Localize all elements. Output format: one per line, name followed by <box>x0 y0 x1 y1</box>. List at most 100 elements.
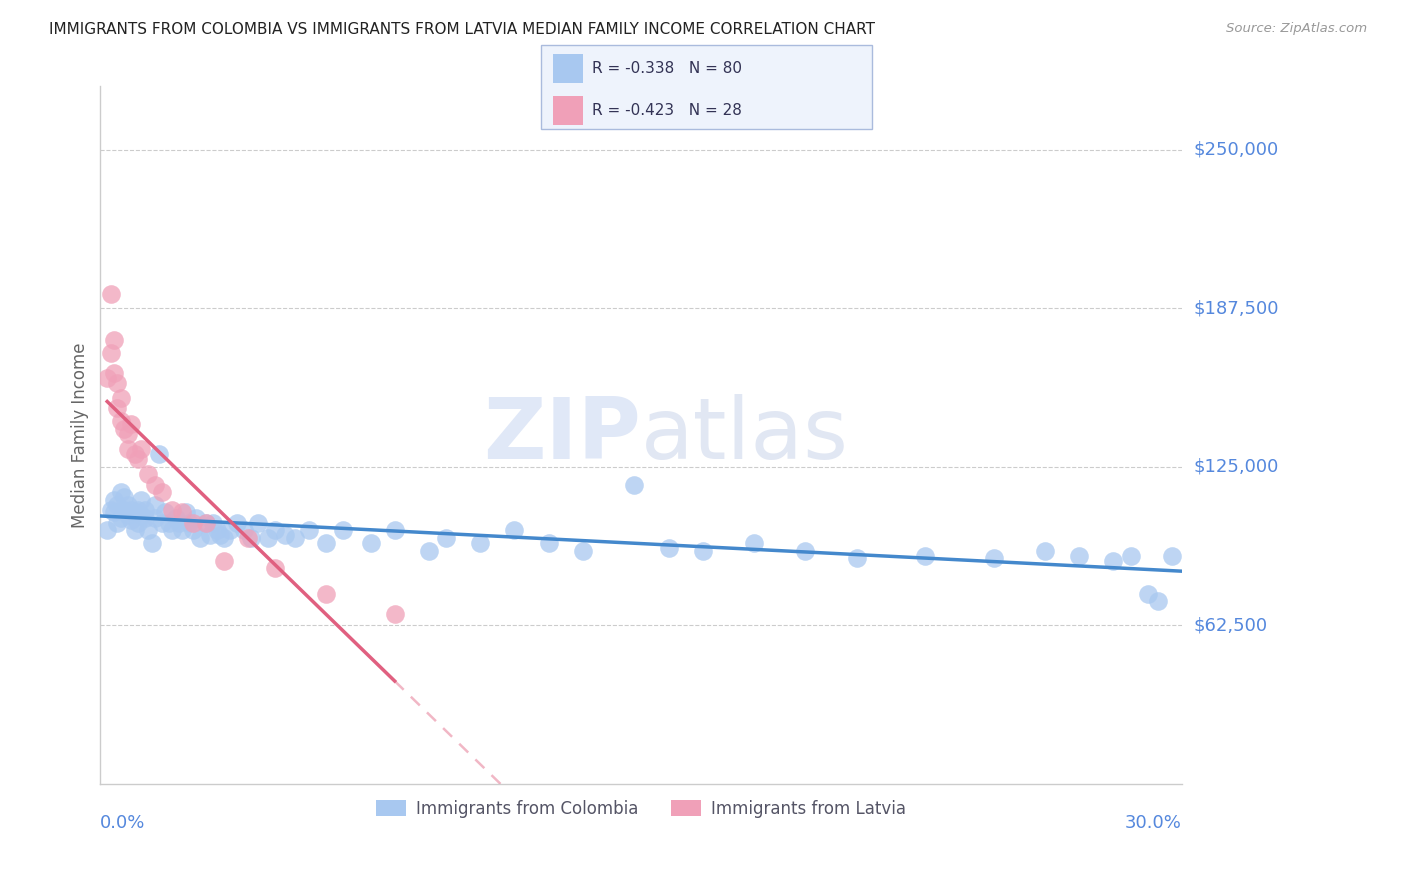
Point <box>143 477 166 491</box>
Point <box>657 541 679 555</box>
Point <box>134 503 156 517</box>
Point <box>198 528 221 542</box>
Point <box>134 510 156 524</box>
Point <box>103 492 125 507</box>
Text: $187,500: $187,500 <box>1194 300 1278 318</box>
Point <box>315 586 337 600</box>
Text: $125,000: $125,000 <box>1194 458 1278 475</box>
Point <box>107 376 129 390</box>
Point <box>112 422 135 436</box>
Point <box>110 510 132 524</box>
Point <box>503 523 526 537</box>
Point <box>167 516 190 530</box>
Point <box>1102 554 1125 568</box>
Point <box>623 477 645 491</box>
Text: R = -0.423   N = 28: R = -0.423 N = 28 <box>592 103 742 119</box>
Point <box>188 531 211 545</box>
Point <box>384 523 406 537</box>
Point <box>110 485 132 500</box>
Point <box>172 506 194 520</box>
Point <box>100 503 122 517</box>
Point <box>1119 549 1142 563</box>
Point <box>274 528 297 542</box>
Point <box>110 392 132 406</box>
Text: $250,000: $250,000 <box>1194 141 1278 159</box>
Point <box>418 543 440 558</box>
Point <box>257 531 280 545</box>
Point <box>131 492 153 507</box>
Point <box>117 442 139 456</box>
Point <box>384 607 406 621</box>
Point <box>332 523 354 537</box>
Point <box>181 516 204 530</box>
Text: 0.0%: 0.0% <box>100 814 146 832</box>
Point <box>124 523 146 537</box>
Point <box>110 414 132 428</box>
Point <box>212 554 235 568</box>
Text: atlas: atlas <box>641 393 849 476</box>
Point <box>148 447 170 461</box>
Point <box>172 523 194 537</box>
Point <box>298 523 321 537</box>
Point <box>205 523 228 537</box>
Point <box>127 452 149 467</box>
Point <box>120 503 142 517</box>
Point <box>157 516 180 530</box>
Point <box>117 426 139 441</box>
Point <box>284 531 307 545</box>
Point <box>572 543 595 558</box>
Text: $62,500: $62,500 <box>1194 616 1267 634</box>
Point <box>160 523 183 537</box>
Point <box>212 531 235 545</box>
Point <box>124 506 146 520</box>
Point <box>141 536 163 550</box>
Point <box>165 510 187 524</box>
Point <box>845 551 868 566</box>
Point <box>117 508 139 522</box>
Point <box>239 531 262 545</box>
Point <box>1033 543 1056 558</box>
Point <box>117 498 139 512</box>
Point <box>233 523 256 537</box>
Point <box>226 516 249 530</box>
Point <box>107 516 129 530</box>
Point <box>160 503 183 517</box>
Point <box>219 523 242 537</box>
Point <box>195 516 218 530</box>
Point <box>209 528 232 542</box>
Text: Source: ZipAtlas.com: Source: ZipAtlas.com <box>1226 22 1367 36</box>
Point <box>120 513 142 527</box>
Y-axis label: Median Family Income: Median Family Income <box>72 343 89 528</box>
Point <box>202 516 225 530</box>
Text: ZIP: ZIP <box>484 393 641 476</box>
Point <box>246 516 269 530</box>
Point <box>1147 594 1170 608</box>
Text: IMMIGRANTS FROM COLOMBIA VS IMMIGRANTS FROM LATVIA MEDIAN FAMILY INCOME CORRELAT: IMMIGRANTS FROM COLOMBIA VS IMMIGRANTS F… <box>49 22 875 37</box>
Point <box>136 467 159 482</box>
Point <box>96 523 118 537</box>
Point <box>107 498 129 512</box>
Point <box>360 536 382 550</box>
Point <box>100 345 122 359</box>
Point <box>143 498 166 512</box>
Point <box>103 366 125 380</box>
Point <box>96 371 118 385</box>
Legend: Immigrants from Colombia, Immigrants from Latvia: Immigrants from Colombia, Immigrants fro… <box>370 793 912 824</box>
Point <box>1160 549 1182 563</box>
Point <box>434 531 457 545</box>
Point <box>983 551 1005 566</box>
Point <box>131 508 153 522</box>
Point <box>112 490 135 504</box>
Point <box>103 506 125 520</box>
Text: R = -0.338   N = 80: R = -0.338 N = 80 <box>592 61 742 76</box>
Point <box>264 523 287 537</box>
Point <box>127 503 149 517</box>
Point <box>179 516 201 530</box>
Text: 30.0%: 30.0% <box>1125 814 1182 832</box>
Point <box>186 510 208 524</box>
Point <box>150 516 173 530</box>
Point <box>470 536 492 550</box>
Point <box>120 417 142 431</box>
Point <box>124 447 146 461</box>
Point <box>537 536 560 550</box>
